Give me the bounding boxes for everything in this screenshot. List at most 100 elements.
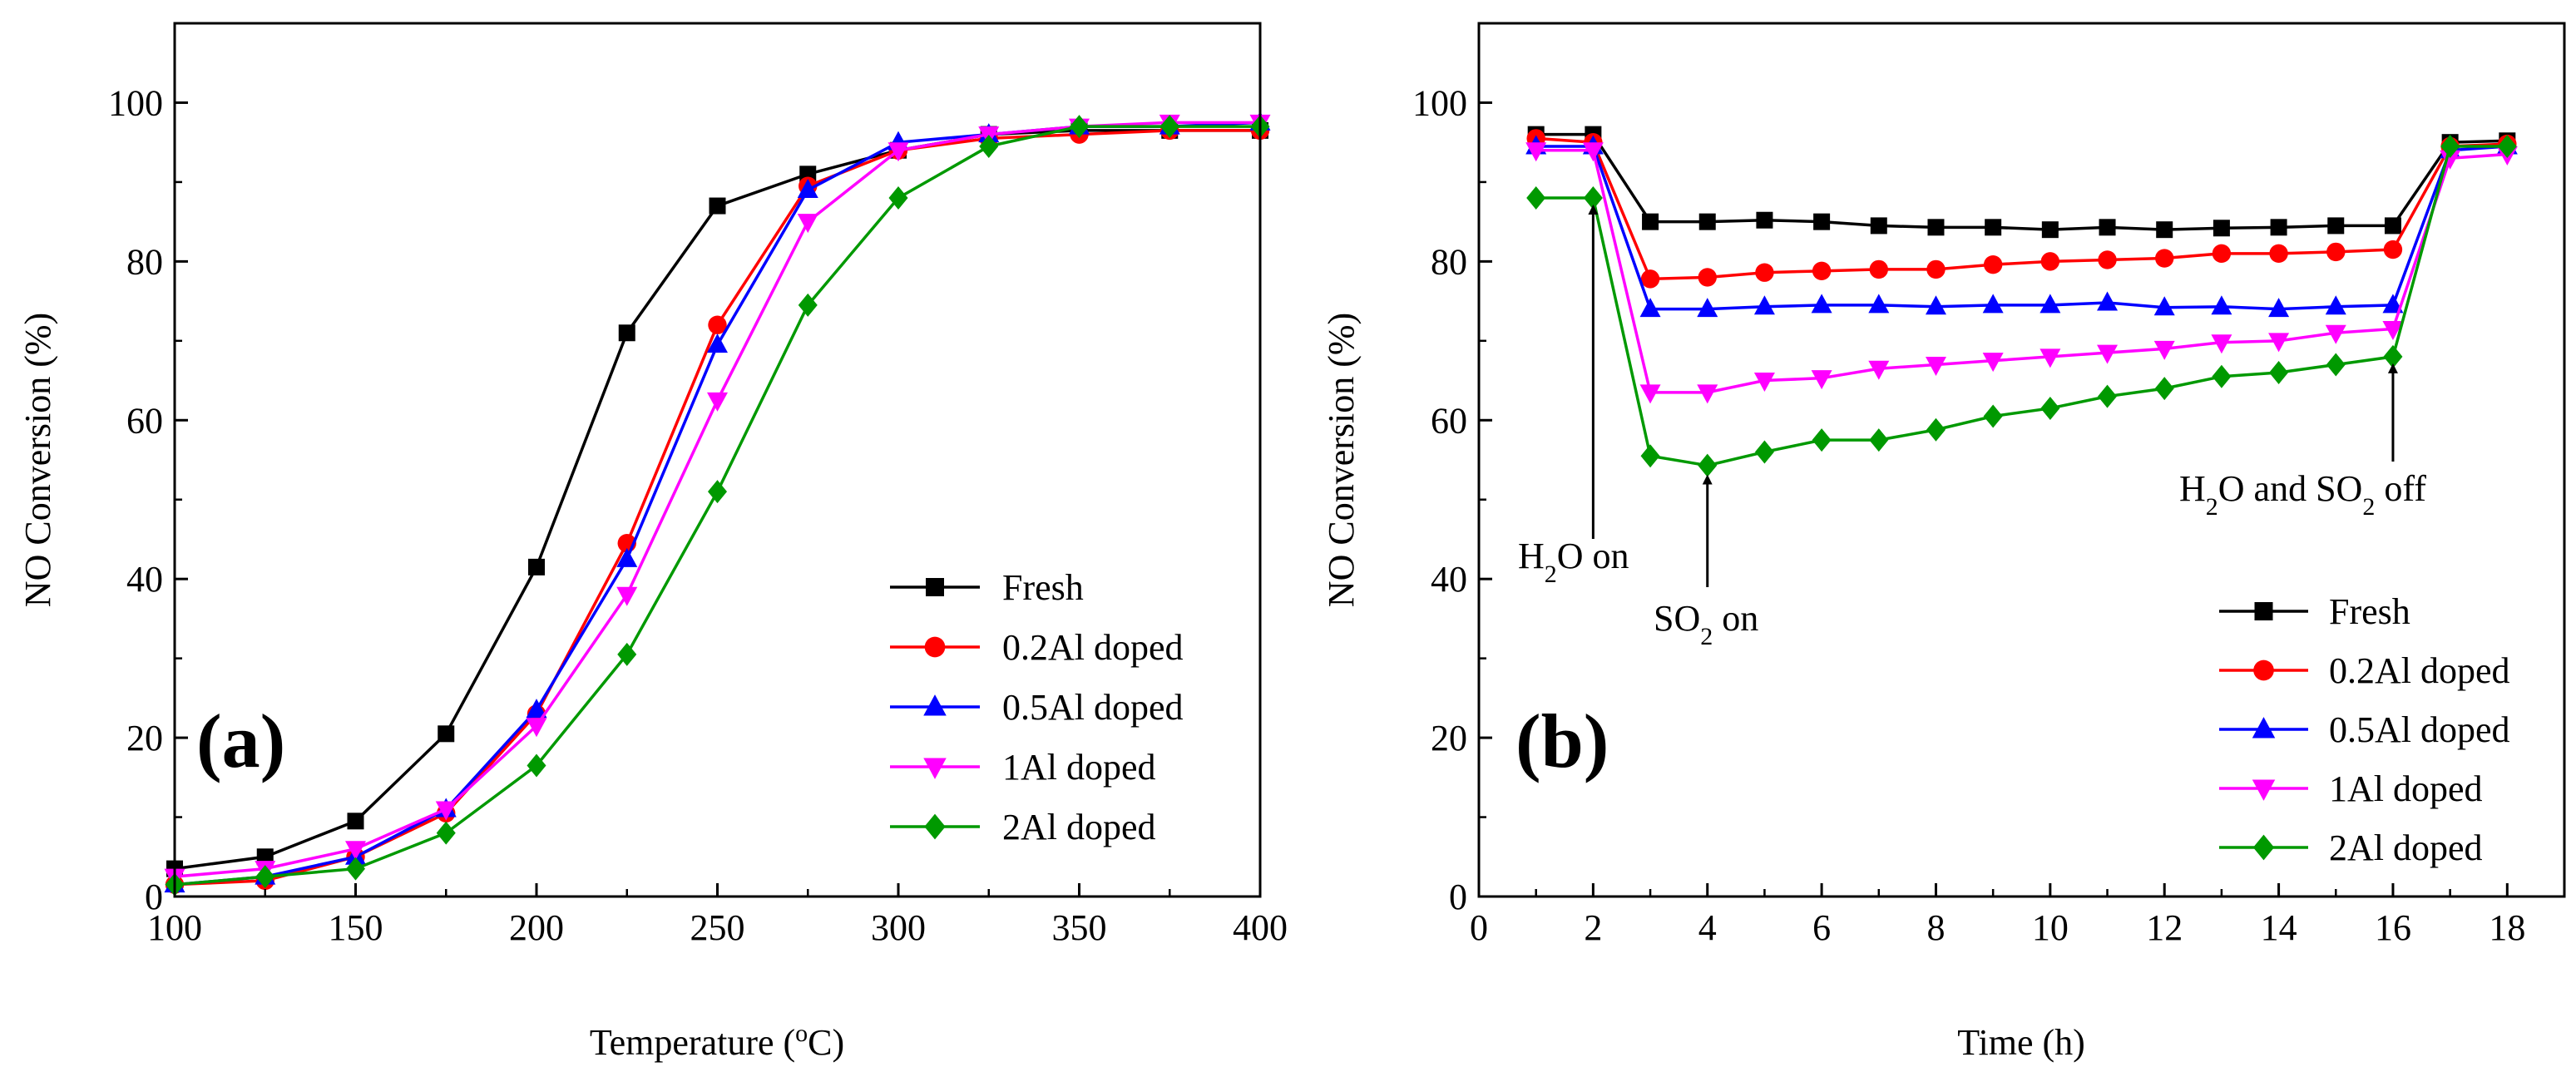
x-tick-label: 2: [1584, 907, 1602, 948]
y-tick-label: 80: [1431, 241, 1467, 282]
data-point: [435, 801, 457, 821]
data-point: [526, 718, 547, 738]
annotations-b: H2O on SO2 on H2O and SO2 off: [1518, 205, 2426, 650]
legend-a: Fresh 0.2Al doped 0.5Al doped 1Al doped 2Al …: [890, 567, 1184, 847]
data-point: [2155, 249, 2174, 268]
data-point: [888, 142, 909, 162]
legend-marker: [2254, 602, 2273, 620]
legend-label: 1Al doped: [1002, 747, 1156, 788]
data-point: [255, 865, 275, 889]
data-point: [346, 857, 365, 881]
series-layer-b: [1525, 126, 2518, 477]
data-point: [2097, 291, 2119, 311]
legend-marker: [926, 578, 944, 596]
data-point: [1697, 384, 1718, 404]
data-point: [1925, 356, 1946, 376]
data-point: [2040, 252, 2060, 271]
y-tick-label: 20: [126, 718, 163, 758]
data-point: [2211, 295, 2232, 315]
y-tick-label: 40: [126, 559, 163, 600]
legend-label: 0.2Al doped: [1002, 627, 1184, 668]
annotation-label: SO2 on: [1654, 598, 1758, 650]
legend-item: 0.5Al doped: [2219, 709, 2510, 750]
data-point: [528, 558, 545, 575]
legend-label: 2Al doped: [2329, 827, 2483, 868]
data-point: [2383, 344, 2403, 368]
annotation-label: H2O and SO2 off: [2179, 468, 2426, 521]
data-point: [888, 186, 908, 210]
legend-marker: [923, 758, 947, 779]
data-point: [2270, 219, 2287, 236]
data-point: [797, 178, 818, 198]
y-tick-label: 20: [1431, 718, 1467, 758]
x-tick-label: 18: [2489, 907, 2525, 948]
data-point: [2098, 384, 2118, 408]
y-tick-label: 0: [1449, 877, 1467, 917]
data-point: [1753, 295, 1775, 315]
data-point: [526, 699, 547, 719]
data-point: [1639, 384, 1661, 404]
legend-item: Fresh: [2219, 591, 2410, 632]
data-point: [1070, 115, 1089, 139]
data-point: [2384, 217, 2401, 235]
data-point: [1868, 294, 1890, 314]
series-line: [1535, 148, 2508, 394]
axis-ticks-b: 0 2 4 6 8 10 12 14 16 18 0 20 40 60 80 100: [1412, 82, 2525, 948]
data-point: [1640, 269, 1660, 289]
legend-label: Fresh: [1002, 567, 1084, 608]
data-point: [2268, 333, 2290, 353]
data-point: [2212, 244, 2232, 264]
data-point: [979, 134, 999, 158]
data-point: [1159, 115, 1179, 139]
data-point: [438, 725, 455, 743]
data-point: [2269, 244, 2288, 264]
x-tick-label: 8: [1926, 907, 1945, 948]
data-point: [1698, 268, 1717, 287]
data-point: [2382, 321, 2404, 340]
data-point: [1926, 417, 1946, 442]
x-tick-label: 0: [1470, 907, 1488, 948]
data-point: [2040, 294, 2061, 314]
data-point: [1526, 186, 1546, 210]
legend-marker: [2252, 779, 2276, 801]
y-axis-label-b: NO Conversion (%): [1321, 313, 1362, 607]
legend-marker: [2252, 834, 2275, 861]
axis-ticks-a: 100 150 200 250 300 350 400 0 20 40 60 80 100: [108, 82, 1288, 948]
data-point: [2097, 344, 2119, 364]
data-point: [2211, 334, 2232, 354]
data-point: [797, 214, 818, 234]
data-point: [1525, 142, 1547, 162]
legend-label: 0.2Al doped: [2329, 650, 2510, 691]
x-axis-label-a: Temperature (oC): [590, 1020, 844, 1064]
legend-marker: [2253, 659, 2274, 681]
annotation: H2O and SO2 off: [2179, 363, 2426, 521]
data-point: [708, 480, 727, 504]
panel-label-b: (b): [1515, 699, 1609, 783]
data-point: [2326, 353, 2346, 377]
data-point: [1927, 219, 1945, 236]
data-point: [2154, 377, 2174, 401]
annotation: SO2 on: [1654, 474, 1758, 650]
data-point: [617, 642, 637, 666]
data-point: [1925, 295, 1946, 315]
data-point: [1868, 360, 1890, 380]
data-point: [1982, 294, 2004, 314]
data-point: [1698, 453, 1718, 477]
data-point: [1812, 261, 1832, 281]
x-tick-label: 250: [690, 907, 745, 948]
panel-label-a: (a): [196, 699, 285, 783]
data-point: [2440, 134, 2460, 158]
x-tick-label: 400: [1233, 907, 1288, 948]
series-line: [1535, 136, 2508, 281]
data-point: [2325, 324, 2346, 344]
data-point: [1869, 259, 1888, 279]
data-point: [707, 333, 728, 353]
legend-marker: [2252, 717, 2276, 739]
data-point: [2040, 396, 2060, 420]
data-point: [436, 821, 456, 845]
data-point: [2383, 240, 2403, 259]
legend-marker: [924, 813, 946, 840]
x-tick-label: 150: [329, 907, 383, 948]
data-point: [2497, 134, 2517, 158]
x-tick-label: 14: [2261, 907, 2297, 948]
